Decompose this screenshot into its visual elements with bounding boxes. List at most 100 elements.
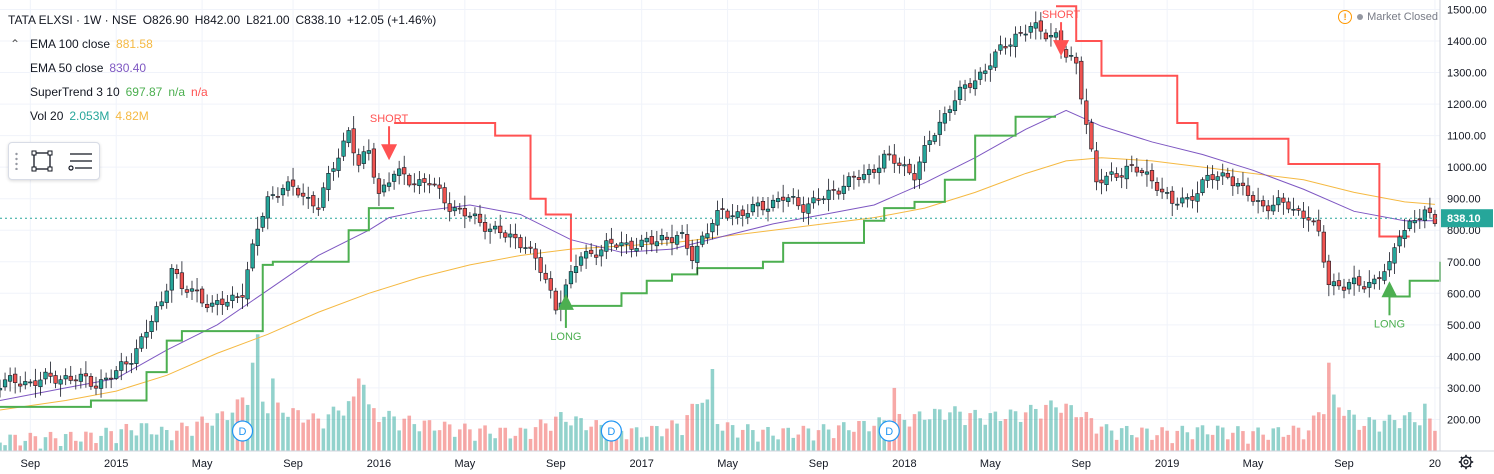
time-axis: Sep 2015 May Sep 2016 May Sep 2017 May Sep 2018 May… bbox=[0, 450, 1494, 470]
volume-bar bbox=[533, 427, 538, 451]
volume-bar bbox=[341, 415, 346, 451]
candle-down bbox=[1149, 170, 1155, 182]
volume-bar bbox=[821, 424, 826, 451]
candle-up bbox=[735, 211, 740, 218]
indicator-label: EMA 50 close bbox=[30, 61, 104, 75]
format-lines-icon[interactable] bbox=[65, 147, 95, 175]
volume-bar bbox=[407, 415, 412, 451]
volume-bar bbox=[1013, 411, 1018, 451]
volume-bar bbox=[917, 411, 922, 451]
price-tick-label: 600.00 bbox=[1447, 288, 1481, 300]
candle-up bbox=[103, 377, 109, 380]
candle-down bbox=[1357, 276, 1362, 286]
volume-bar bbox=[79, 441, 83, 451]
volume-bar bbox=[1109, 430, 1114, 451]
gear-icon[interactable] bbox=[1458, 454, 1474, 470]
volume-bar bbox=[1059, 412, 1063, 451]
candle-up bbox=[230, 294, 235, 301]
volume-bar bbox=[1119, 428, 1124, 451]
candle-down bbox=[1266, 205, 1271, 212]
candle-down bbox=[856, 177, 862, 180]
volume-bar bbox=[665, 428, 669, 451]
volume-bar bbox=[1200, 425, 1205, 451]
dividend-marker[interactable]: D bbox=[600, 420, 622, 442]
volume-bar bbox=[159, 426, 164, 451]
chart-legend: TATA ELXSI · 1W · NSE O826.90 H842.00 L8… bbox=[8, 8, 442, 128]
volume-bar bbox=[528, 438, 533, 451]
volume-bar bbox=[1074, 417, 1078, 451]
volume-bar bbox=[417, 431, 422, 451]
volume-bar bbox=[796, 434, 801, 451]
candle-down bbox=[290, 179, 296, 187]
market-status-label: Market Closed bbox=[1367, 11, 1438, 23]
volume-bar bbox=[1079, 417, 1084, 451]
candle-down bbox=[801, 204, 806, 213]
candle-down bbox=[73, 379, 78, 382]
volume-bar bbox=[296, 410, 300, 451]
candle-down bbox=[1154, 182, 1160, 191]
volume-bar bbox=[397, 430, 401, 451]
dividend-marker[interactable]: D bbox=[878, 420, 900, 442]
ema-100-line bbox=[0, 157, 1435, 411]
candle-down bbox=[1362, 286, 1367, 290]
volume-bar bbox=[872, 425, 876, 451]
candle-up bbox=[679, 232, 685, 234]
candle-down bbox=[1326, 260, 1331, 286]
volume-bar bbox=[1170, 443, 1174, 451]
candle-up bbox=[861, 174, 867, 180]
dividend-marker[interactable]: D bbox=[231, 420, 254, 442]
volume-bar bbox=[912, 414, 917, 451]
price-tick-label: 1100.00 bbox=[1447, 131, 1486, 143]
low-value: L821.00 bbox=[246, 13, 290, 27]
volume-bar bbox=[1382, 420, 1387, 451]
candle-up bbox=[139, 336, 144, 349]
volume-bar bbox=[225, 420, 230, 451]
volume-bar bbox=[1337, 407, 1341, 451]
candle-down bbox=[1210, 174, 1215, 181]
indicator-ema100[interactable]: ⌃ EMA 100 close 881.58 bbox=[8, 32, 442, 56]
volume-bar bbox=[746, 424, 750, 451]
volume-bar bbox=[3, 445, 7, 451]
candle-down bbox=[543, 272, 548, 280]
volume-bar bbox=[1064, 403, 1068, 451]
volume-bar bbox=[513, 435, 518, 451]
candle-down bbox=[1089, 122, 1094, 150]
candle-up bbox=[1069, 55, 1074, 57]
indicator-volume[interactable]: Vol 20 2.053M 4.82M bbox=[8, 104, 442, 128]
candle-up bbox=[134, 348, 139, 364]
volume-bar bbox=[260, 401, 265, 451]
rectangle-tool-icon[interactable] bbox=[27, 147, 57, 175]
volume-bar bbox=[483, 425, 487, 451]
volume-bar bbox=[1246, 443, 1250, 451]
candle-down bbox=[851, 175, 857, 178]
dividend-circle bbox=[600, 420, 622, 442]
candle-up bbox=[957, 86, 963, 100]
candle-down bbox=[609, 238, 614, 244]
symbol-title[interactable]: TATA ELXSI · 1W · NSE bbox=[8, 13, 137, 27]
candle-up bbox=[1291, 208, 1296, 211]
warning-icon[interactable]: ! bbox=[1338, 10, 1353, 24]
volume-bar bbox=[1069, 405, 1073, 451]
last-price-label: 838.10 bbox=[1447, 213, 1481, 225]
market-status[interactable]: ! Market Closed bbox=[1338, 10, 1438, 24]
candle-down bbox=[199, 288, 205, 304]
volume-bar bbox=[826, 429, 831, 451]
volume-bar bbox=[74, 440, 78, 451]
time-tick-label: 20 bbox=[1429, 458, 1441, 470]
candle-down bbox=[1281, 197, 1286, 203]
short-arrow-icon bbox=[1053, 40, 1070, 57]
candle-down bbox=[235, 296, 240, 298]
candle-up bbox=[1013, 33, 1018, 47]
drag-handle-icon[interactable] bbox=[15, 152, 18, 170]
indicator-ema50[interactable]: EMA 50 close 830.40 bbox=[8, 56, 442, 80]
candle-down bbox=[194, 289, 200, 292]
candle-down bbox=[831, 189, 836, 191]
indicator-supertrend[interactable]: SuperTrend 3 10 697.87 n/a n/a bbox=[8, 80, 442, 104]
volume-bar bbox=[1327, 362, 1331, 451]
candle-down bbox=[427, 183, 432, 186]
time-tick-label: 2018 bbox=[892, 458, 916, 470]
candle-up bbox=[1165, 192, 1170, 194]
collapse-chevron-icon[interactable]: ⌃ bbox=[9, 37, 21, 51]
